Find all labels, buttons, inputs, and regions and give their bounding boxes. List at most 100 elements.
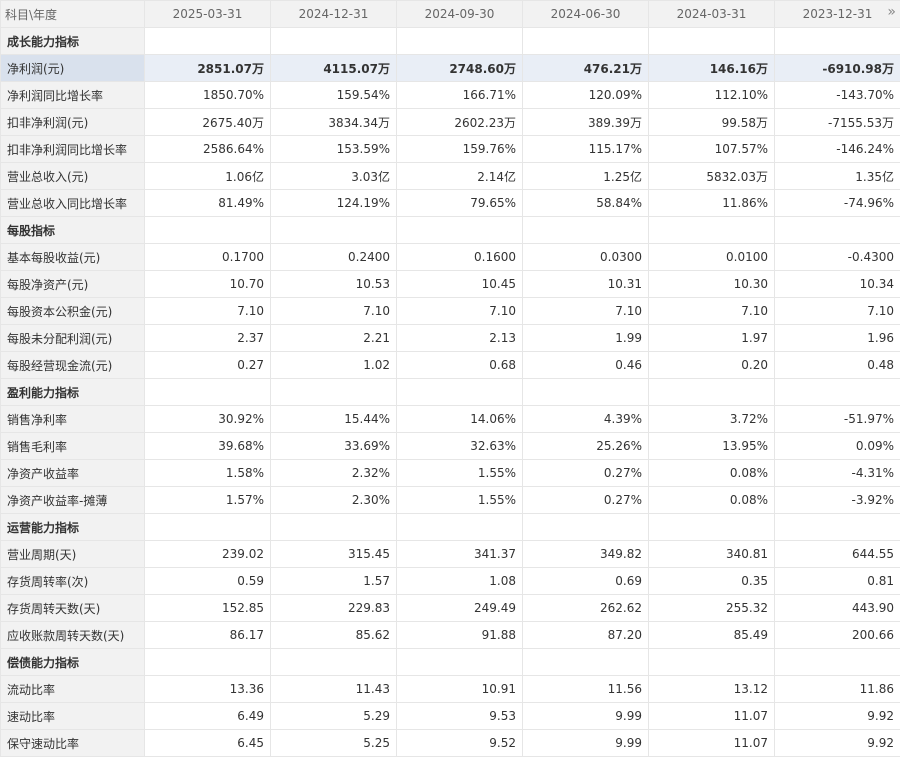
double-chevron-right-icon[interactable]: »: [887, 4, 896, 20]
value-cell: 0.48: [775, 352, 900, 379]
value-cell: 0.1600: [397, 244, 523, 271]
section-blank-cell: [775, 379, 900, 406]
section-header-row: 运营能力指标: [1, 514, 900, 541]
value-cell: 341.37: [397, 541, 523, 568]
period-header: 2023-12-31 »: [775, 1, 900, 28]
period-header: 2024-09-30: [397, 1, 523, 28]
value-cell: 86.17: [145, 622, 271, 649]
value-cell: 11.07: [649, 703, 775, 730]
value-cell: 81.49%: [145, 190, 271, 217]
value-cell: 7.10: [649, 298, 775, 325]
row-label: 每股资本公积金(元): [1, 298, 145, 325]
value-cell: 2602.23万: [397, 109, 523, 136]
row-label: 流动比率: [1, 676, 145, 703]
value-cell: 340.81: [649, 541, 775, 568]
value-cell: 9.52: [397, 730, 523, 757]
section-blank-cell: [775, 28, 900, 55]
row-label: 保守速动比率: [1, 730, 145, 757]
section-blank-cell: [523, 28, 649, 55]
value-cell: 239.02: [145, 541, 271, 568]
value-cell: -74.96%: [775, 190, 900, 217]
value-cell: 5832.03万: [649, 163, 775, 190]
value-cell: 2.30%: [271, 487, 397, 514]
row-label: 存货周转天数(天): [1, 595, 145, 622]
value-cell: 7.10: [397, 298, 523, 325]
value-cell: 15.44%: [271, 406, 397, 433]
value-cell: 0.68: [397, 352, 523, 379]
value-cell: 159.76%: [397, 136, 523, 163]
row-label: 净利润同比增长率: [1, 82, 145, 109]
value-cell: 32.63%: [397, 433, 523, 460]
value-cell: 0.1700: [145, 244, 271, 271]
value-cell: 1.57: [271, 568, 397, 595]
row-label: 营业周期(天): [1, 541, 145, 568]
value-cell: 2851.07万: [145, 55, 271, 82]
row-label: 销售净利率: [1, 406, 145, 433]
value-cell: 25.26%: [523, 433, 649, 460]
value-cell: 124.19%: [271, 190, 397, 217]
value-cell: 1.25亿: [523, 163, 649, 190]
period-header: 2024-12-31: [271, 1, 397, 28]
value-cell: 0.27%: [523, 460, 649, 487]
value-cell: 0.59: [145, 568, 271, 595]
value-cell: 30.92%: [145, 406, 271, 433]
value-cell: 0.27: [145, 352, 271, 379]
value-cell: 4.39%: [523, 406, 649, 433]
value-cell: 1.96: [775, 325, 900, 352]
section-blank-cell: [775, 514, 900, 541]
value-cell: 6.49: [145, 703, 271, 730]
row-label: 净资产收益率-摊薄: [1, 487, 145, 514]
value-cell: 0.09%: [775, 433, 900, 460]
value-cell: 2675.40万: [145, 109, 271, 136]
row-label: 速动比率: [1, 703, 145, 730]
value-cell: 120.09%: [523, 82, 649, 109]
value-cell: 39.68%: [145, 433, 271, 460]
value-cell: 229.83: [271, 595, 397, 622]
value-cell: 0.0100: [649, 244, 775, 271]
value-cell: 85.49: [649, 622, 775, 649]
section-blank-cell: [397, 379, 523, 406]
section-title: 运营能力指标: [1, 514, 145, 541]
value-cell: -4.31%: [775, 460, 900, 487]
section-blank-cell: [397, 514, 523, 541]
value-cell: 0.2400: [271, 244, 397, 271]
header-label: 科目\年度: [1, 1, 145, 28]
value-cell: 0.35: [649, 568, 775, 595]
value-cell: 0.46: [523, 352, 649, 379]
value-cell: 115.17%: [523, 136, 649, 163]
section-blank-cell: [271, 28, 397, 55]
value-cell: 0.08%: [649, 460, 775, 487]
value-cell: 7.10: [271, 298, 397, 325]
section-blank-cell: [649, 514, 775, 541]
section-blank-cell: [271, 649, 397, 676]
row-label: 每股净资产(元): [1, 271, 145, 298]
row-label: 基本每股收益(元): [1, 244, 145, 271]
value-cell: 10.70: [145, 271, 271, 298]
value-cell: 33.69%: [271, 433, 397, 460]
value-cell: 152.85: [145, 595, 271, 622]
